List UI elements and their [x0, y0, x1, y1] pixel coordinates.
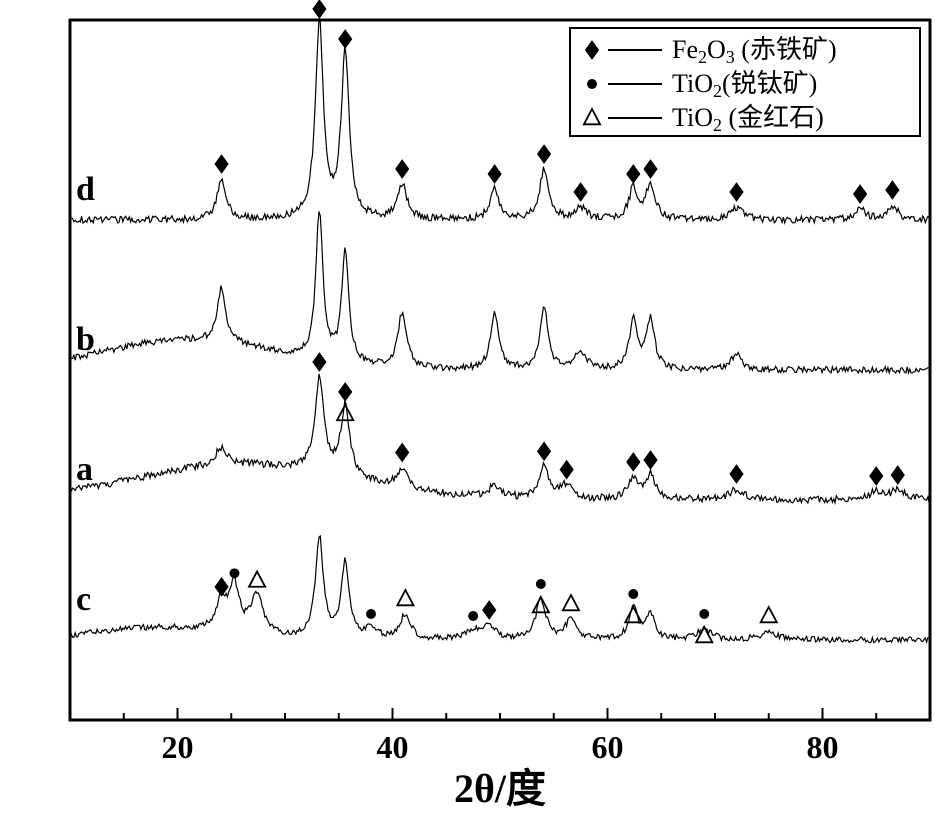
pattern-label-a: a [76, 451, 93, 488]
svg-text:60: 60 [592, 729, 624, 765]
xrd-pattern-c [70, 536, 929, 643]
pattern-label-c: c [76, 581, 91, 618]
pattern-label-d: d [76, 171, 95, 208]
svg-text:40: 40 [377, 729, 409, 765]
legend-item-0: Fe2O3 (赤铁矿) [672, 35, 837, 67]
xrd-pattern-a [70, 374, 929, 503]
svg-text:80: 80 [807, 729, 839, 765]
pattern-label-b: b [76, 321, 95, 358]
x-axis-label: 2θ/度 [454, 766, 546, 811]
legend-item-1: TiO2(锐钛矿) [672, 69, 817, 101]
xrd-chart: 20 40 60 80 2θ/度 d b a c Fe2O3 (赤铁矿)TiO2(锐钛矿)TiO2… [0, 0, 950, 817]
xrd-pattern-b [70, 212, 929, 373]
legend-item-2: TiO2 (金红石) [672, 103, 824, 135]
svg-text:20: 20 [162, 729, 194, 765]
